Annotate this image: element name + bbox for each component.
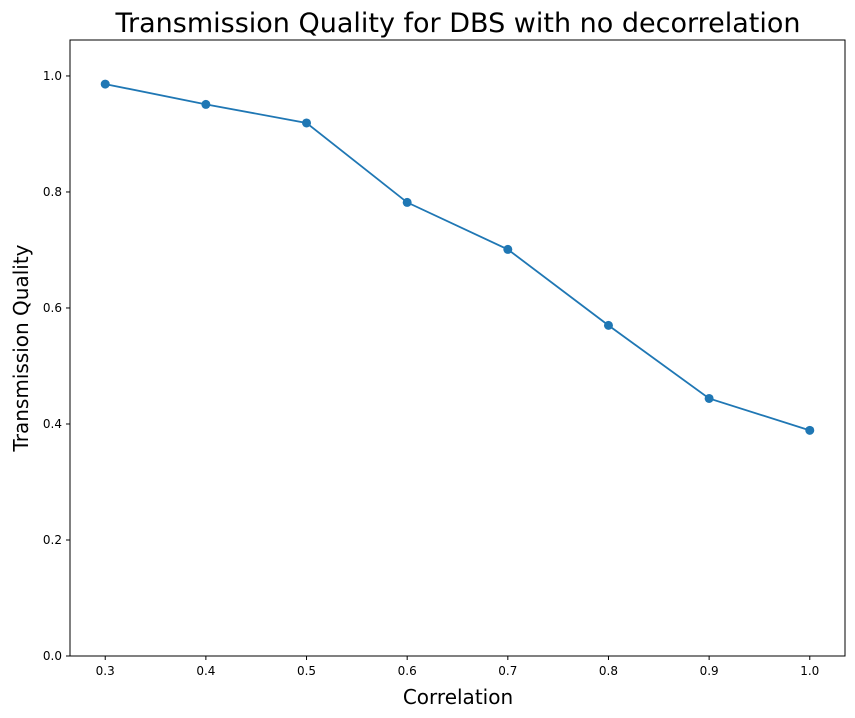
x-tick-label: 0.7 [498, 664, 517, 678]
x-tick-label: 1.0 [800, 664, 819, 678]
x-tick-label: 0.3 [96, 664, 115, 678]
series-line [105, 83, 811, 432]
plot-area: 0.3 0.4 0.5 0.6 0.7 0.8 0.9 1.0 0.0 0.2 0.4 0.6 0.8… [43, 39, 846, 678]
x-axis-title: Correlation [403, 685, 513, 709]
data-point [805, 425, 815, 435]
y-tick-label: 0.8 [43, 185, 62, 199]
data-point [603, 320, 613, 330]
x-tick-label: 0.9 [700, 664, 719, 678]
y-tick-label: 1.0 [43, 69, 62, 83]
x-tick-label: 0.4 [196, 664, 215, 678]
x-tick-label: 0.8 [599, 664, 618, 678]
x-tick-label: 0.5 [297, 664, 316, 678]
y-axis-title: Transmission Quality [9, 244, 33, 452]
y-tick-label: 0.4 [43, 417, 62, 431]
y-axis: 0.0 0.2 0.4 0.6 0.8 1.0 [43, 69, 70, 663]
data-point [201, 99, 211, 109]
data-point [100, 79, 110, 89]
y-tick-label: 0.2 [43, 533, 62, 547]
plot-frame [69, 39, 846, 657]
chart-title: Transmission Quality for DBS with no dec… [114, 8, 800, 39]
y-tick-label: 0.0 [43, 649, 62, 663]
data-point [704, 393, 714, 403]
series-layer [100, 79, 815, 435]
y-tick-label: 0.6 [43, 301, 62, 315]
data-point [503, 244, 513, 254]
x-tick-label: 0.6 [398, 664, 417, 678]
x-axis: 0.3 0.4 0.5 0.6 0.7 0.8 0.9 1.0 [96, 656, 819, 678]
data-point [302, 118, 312, 128]
data-point [402, 197, 412, 207]
